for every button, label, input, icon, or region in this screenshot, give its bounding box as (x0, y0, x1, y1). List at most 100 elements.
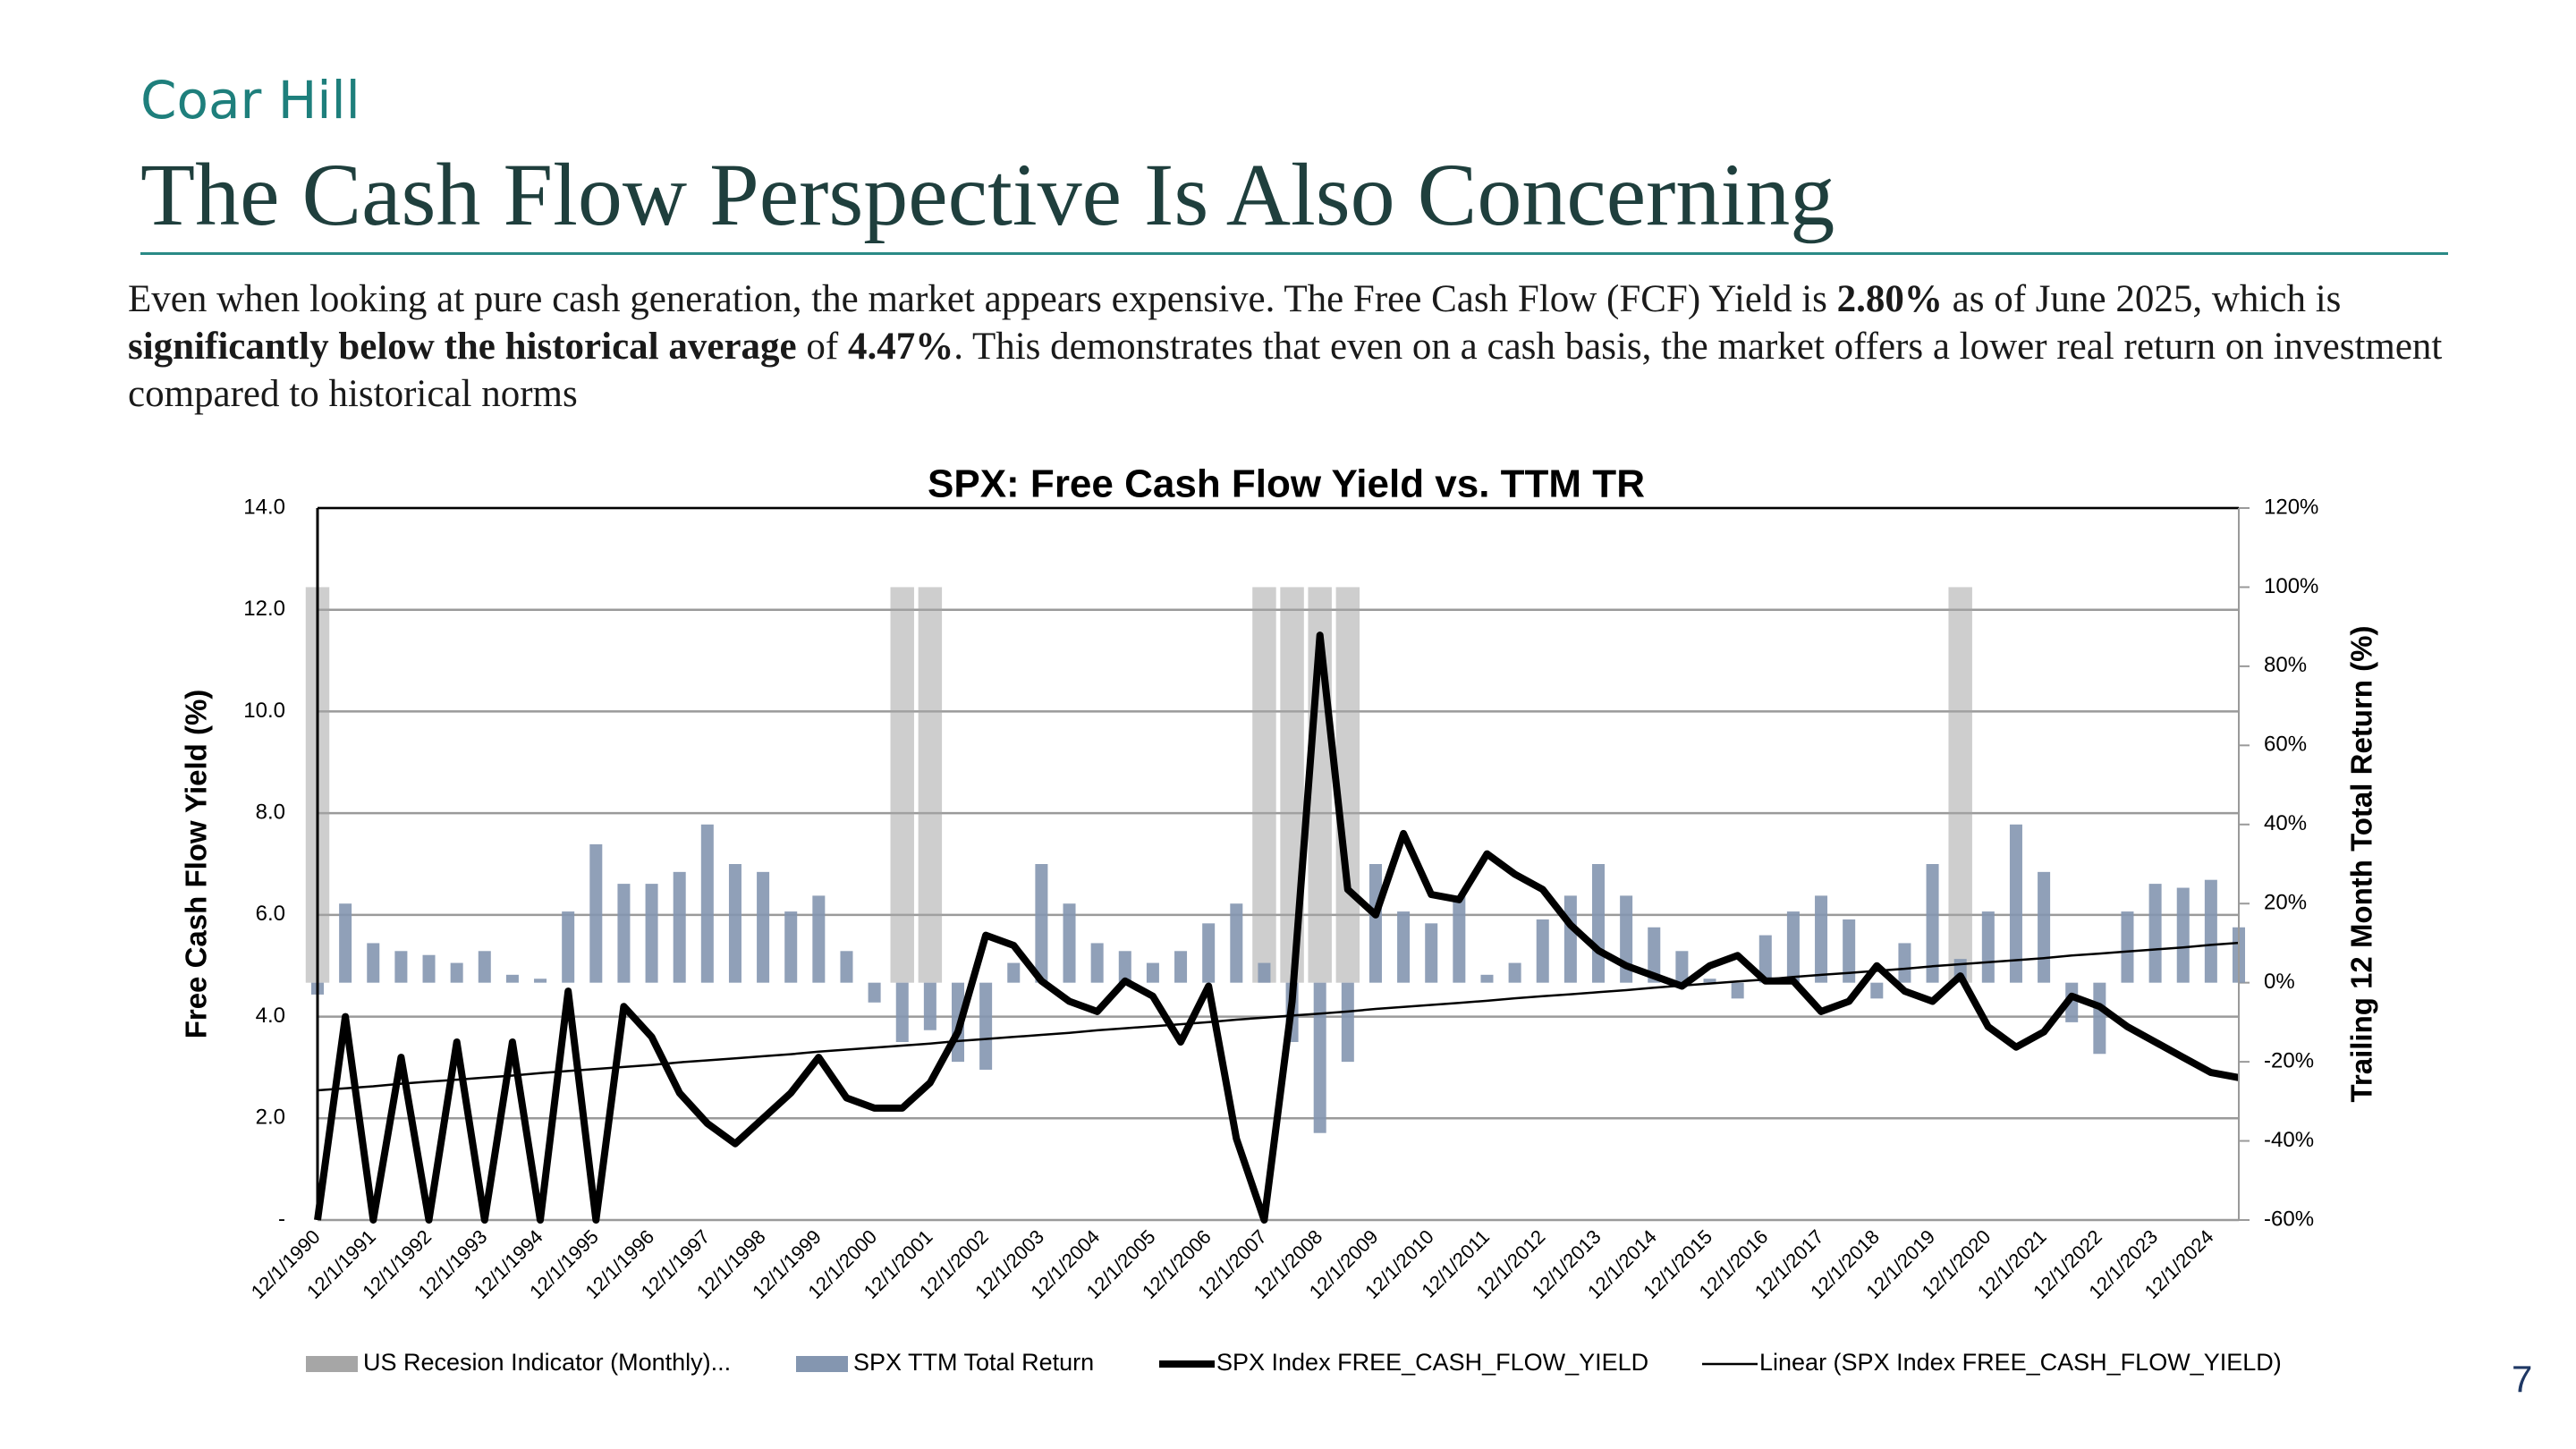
legend-swatch (796, 1356, 848, 1372)
trend-line (317, 941, 2240, 1092)
legend-label: SPX TTM Total Return (853, 1349, 1094, 1376)
y2-tick-label: -20% (2264, 1048, 2314, 1072)
y2-axis-title: Trailing 12 Month Total Return (%) (2345, 626, 2378, 1103)
return-bar (840, 951, 853, 983)
return-bar (1926, 864, 1939, 983)
text-run: as of June 2025, which is (1942, 278, 2342, 320)
return-bar (1063, 903, 1076, 983)
return-bar (1397, 911, 1411, 983)
return-bar (1786, 911, 1800, 983)
return-bar (1648, 927, 1661, 983)
return-bar (1453, 895, 1466, 983)
return-bar (1703, 979, 1716, 983)
return-bar (1981, 911, 1995, 983)
return-bar (868, 982, 881, 1003)
return-bar (1563, 895, 1577, 983)
return-bar (784, 911, 798, 983)
y-tick-label: 10.0 (243, 699, 285, 723)
return-bar (2038, 871, 2051, 983)
return-bar (1843, 919, 1856, 983)
y2-tick-label: 120% (2264, 495, 2318, 519)
return-bar (422, 954, 436, 983)
page-number: 7 (2512, 1358, 2533, 1400)
y2-tick-label: 100% (2264, 574, 2318, 598)
text-run: Even when looking at pure cash generatio… (128, 278, 1837, 320)
return-bar (1898, 943, 1911, 983)
y-tick-label: 8.0 (256, 800, 285, 824)
return-bar (617, 884, 631, 983)
return-bar (1118, 951, 1131, 983)
return-bar (1146, 962, 1159, 983)
return-bar (1758, 935, 1772, 983)
return-bar (1313, 982, 1326, 1133)
y-tick-label: - (278, 1207, 285, 1231)
y-tick-label: 12.0 (243, 597, 285, 621)
y2-tick-label: 0% (2264, 970, 2295, 994)
return-bar (2009, 824, 2022, 983)
title-rule (140, 252, 2448, 255)
return-bar (1007, 962, 1021, 983)
return-bar (1536, 919, 1549, 983)
return-bar (1258, 962, 1271, 983)
return-bar (895, 982, 909, 1042)
return-bar (1480, 974, 1494, 983)
y2-tick-label: 40% (2264, 811, 2307, 835)
return-bar (1202, 923, 1216, 983)
paragraph: Even when looking at pure cash generatio… (128, 275, 2471, 418)
return-bar (2093, 982, 2106, 1055)
fcf-line (314, 631, 2240, 1224)
return-bar (367, 943, 380, 983)
return-bar (673, 871, 686, 983)
recession-bar (1948, 587, 1972, 983)
return-bar (1090, 943, 1104, 983)
y-tick-label: 6.0 (256, 902, 285, 926)
return-bar (450, 962, 463, 983)
legend-label: SPX Index FREE_CASH_FLOW_YIELD (1216, 1349, 1648, 1376)
legend-swatch (306, 1356, 358, 1372)
return-bar (1341, 982, 1354, 1063)
text-run: 4.47% (847, 326, 954, 368)
return-bar (1174, 951, 1188, 983)
return-bar (757, 871, 770, 983)
return-bar (1591, 864, 1606, 983)
return-bar (562, 911, 575, 983)
return-bar (979, 982, 993, 1070)
return-bar (478, 951, 491, 983)
return-bar (1508, 962, 1521, 983)
chart-title: SPX: Free Cash Flow Yield vs. TTM TR (928, 462, 1645, 506)
recession-bar (890, 587, 914, 983)
return-bar (2121, 911, 2134, 983)
text-run: . This demonstrates that even on a cash … (128, 326, 2443, 415)
text-run: significantly below the historical avera… (128, 326, 797, 368)
brand: Coar Hill (140, 70, 360, 131)
return-bar (589, 843, 603, 983)
return-bar (394, 951, 408, 983)
return-bar (923, 982, 936, 1030)
return-bar (1230, 903, 1243, 983)
y2-tick-label: 80% (2264, 653, 2307, 677)
y2-tick-label: 60% (2264, 733, 2307, 757)
return-bar (1425, 923, 1438, 983)
y2-tick-label: -60% (2264, 1207, 2314, 1231)
return-bar (1815, 895, 1828, 983)
return-bar (1731, 982, 1744, 999)
return-bar (1035, 864, 1048, 983)
legend-label: US Recesion Indicator (Monthly)... (363, 1349, 731, 1376)
return-bar (505, 974, 519, 983)
return-bar (812, 895, 826, 983)
return-bar (728, 864, 741, 983)
text-run: of (796, 326, 848, 368)
y2-tick-label: 20% (2264, 891, 2307, 915)
legend-label: Linear (SPX Index FREE_CASH_FLOW_YIELD) (1759, 1349, 2282, 1376)
return-bar (1870, 982, 1884, 999)
return-bar (700, 824, 714, 983)
recession-bar (1252, 587, 1276, 983)
return-bar (2065, 982, 2079, 1022)
return-bar (1675, 951, 1689, 983)
return-bar (2176, 887, 2190, 983)
recession-bar (918, 587, 943, 983)
return-bar (534, 979, 547, 983)
y2-tick-label: -40% (2264, 1128, 2314, 1152)
